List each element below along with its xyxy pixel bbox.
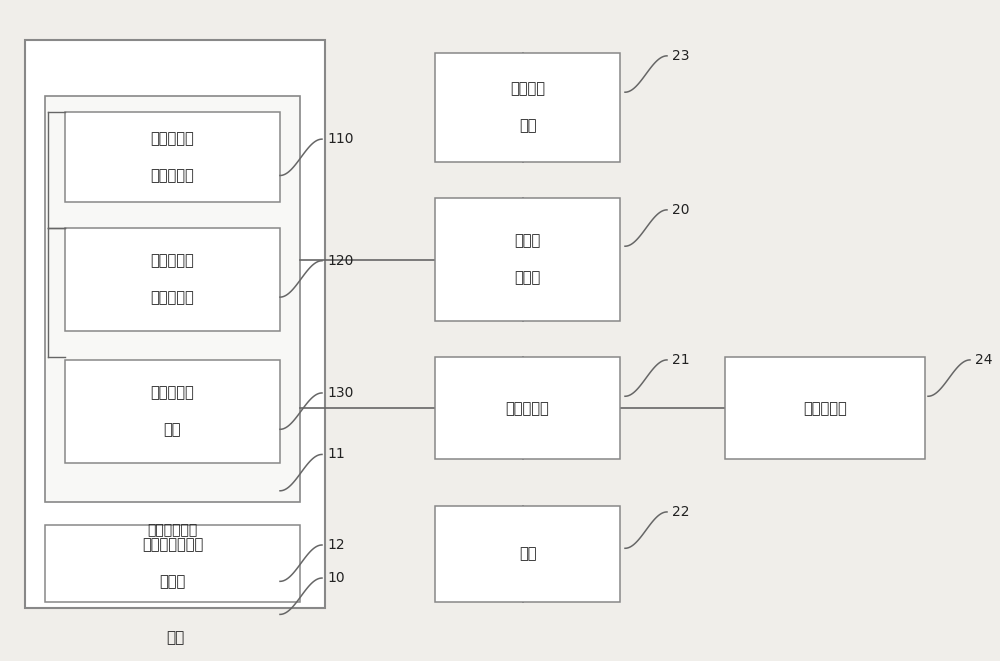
Text: 10: 10: [327, 571, 345, 585]
Text: 电锁: 电锁: [519, 546, 536, 561]
Text: 21: 21: [672, 353, 690, 367]
Text: 相机: 相机: [519, 118, 536, 134]
Bar: [435, 198, 620, 321]
Text: 120: 120: [327, 254, 353, 268]
Text: 20: 20: [672, 203, 690, 217]
Text: 24: 24: [975, 353, 993, 367]
Text: 电容式指纹: 电容式指纹: [151, 131, 194, 146]
Bar: [435, 357, 620, 459]
Text: 射频式指纹: 射频式指纹: [151, 253, 194, 268]
Bar: [435, 53, 620, 162]
Bar: [65, 360, 280, 463]
Text: 12: 12: [327, 538, 345, 552]
Text: 手机: 手机: [166, 631, 184, 645]
Text: 门禁控制器: 门禁控制器: [506, 401, 549, 416]
Text: 模块: 模块: [164, 422, 181, 438]
Text: 识别子模块: 识别子模块: [151, 290, 194, 305]
Bar: [45, 96, 300, 502]
Text: 130: 130: [327, 386, 353, 400]
Text: 制模块: 制模块: [159, 574, 186, 590]
Bar: [25, 40, 325, 608]
Text: 云平台: 云平台: [514, 233, 541, 249]
Bar: [725, 357, 925, 459]
Text: 识别子模块: 识别子模块: [151, 168, 194, 183]
Text: 11: 11: [327, 447, 345, 461]
Bar: [45, 525, 300, 602]
Bar: [435, 506, 620, 602]
Text: 手机指纹开门控: 手机指纹开门控: [142, 537, 203, 553]
Text: 110: 110: [327, 132, 354, 146]
Bar: [65, 228, 280, 330]
Text: 指纹安全子: 指纹安全子: [151, 385, 194, 401]
Text: 红外检测器: 红外检测器: [803, 401, 847, 416]
Text: 23: 23: [672, 49, 690, 63]
Text: 高清网络: 高清网络: [510, 81, 545, 97]
Text: 22: 22: [672, 505, 690, 519]
Bar: [65, 112, 280, 202]
Text: 指纹识别模块: 指纹识别模块: [147, 523, 197, 537]
Text: 服务器: 服务器: [514, 270, 541, 286]
